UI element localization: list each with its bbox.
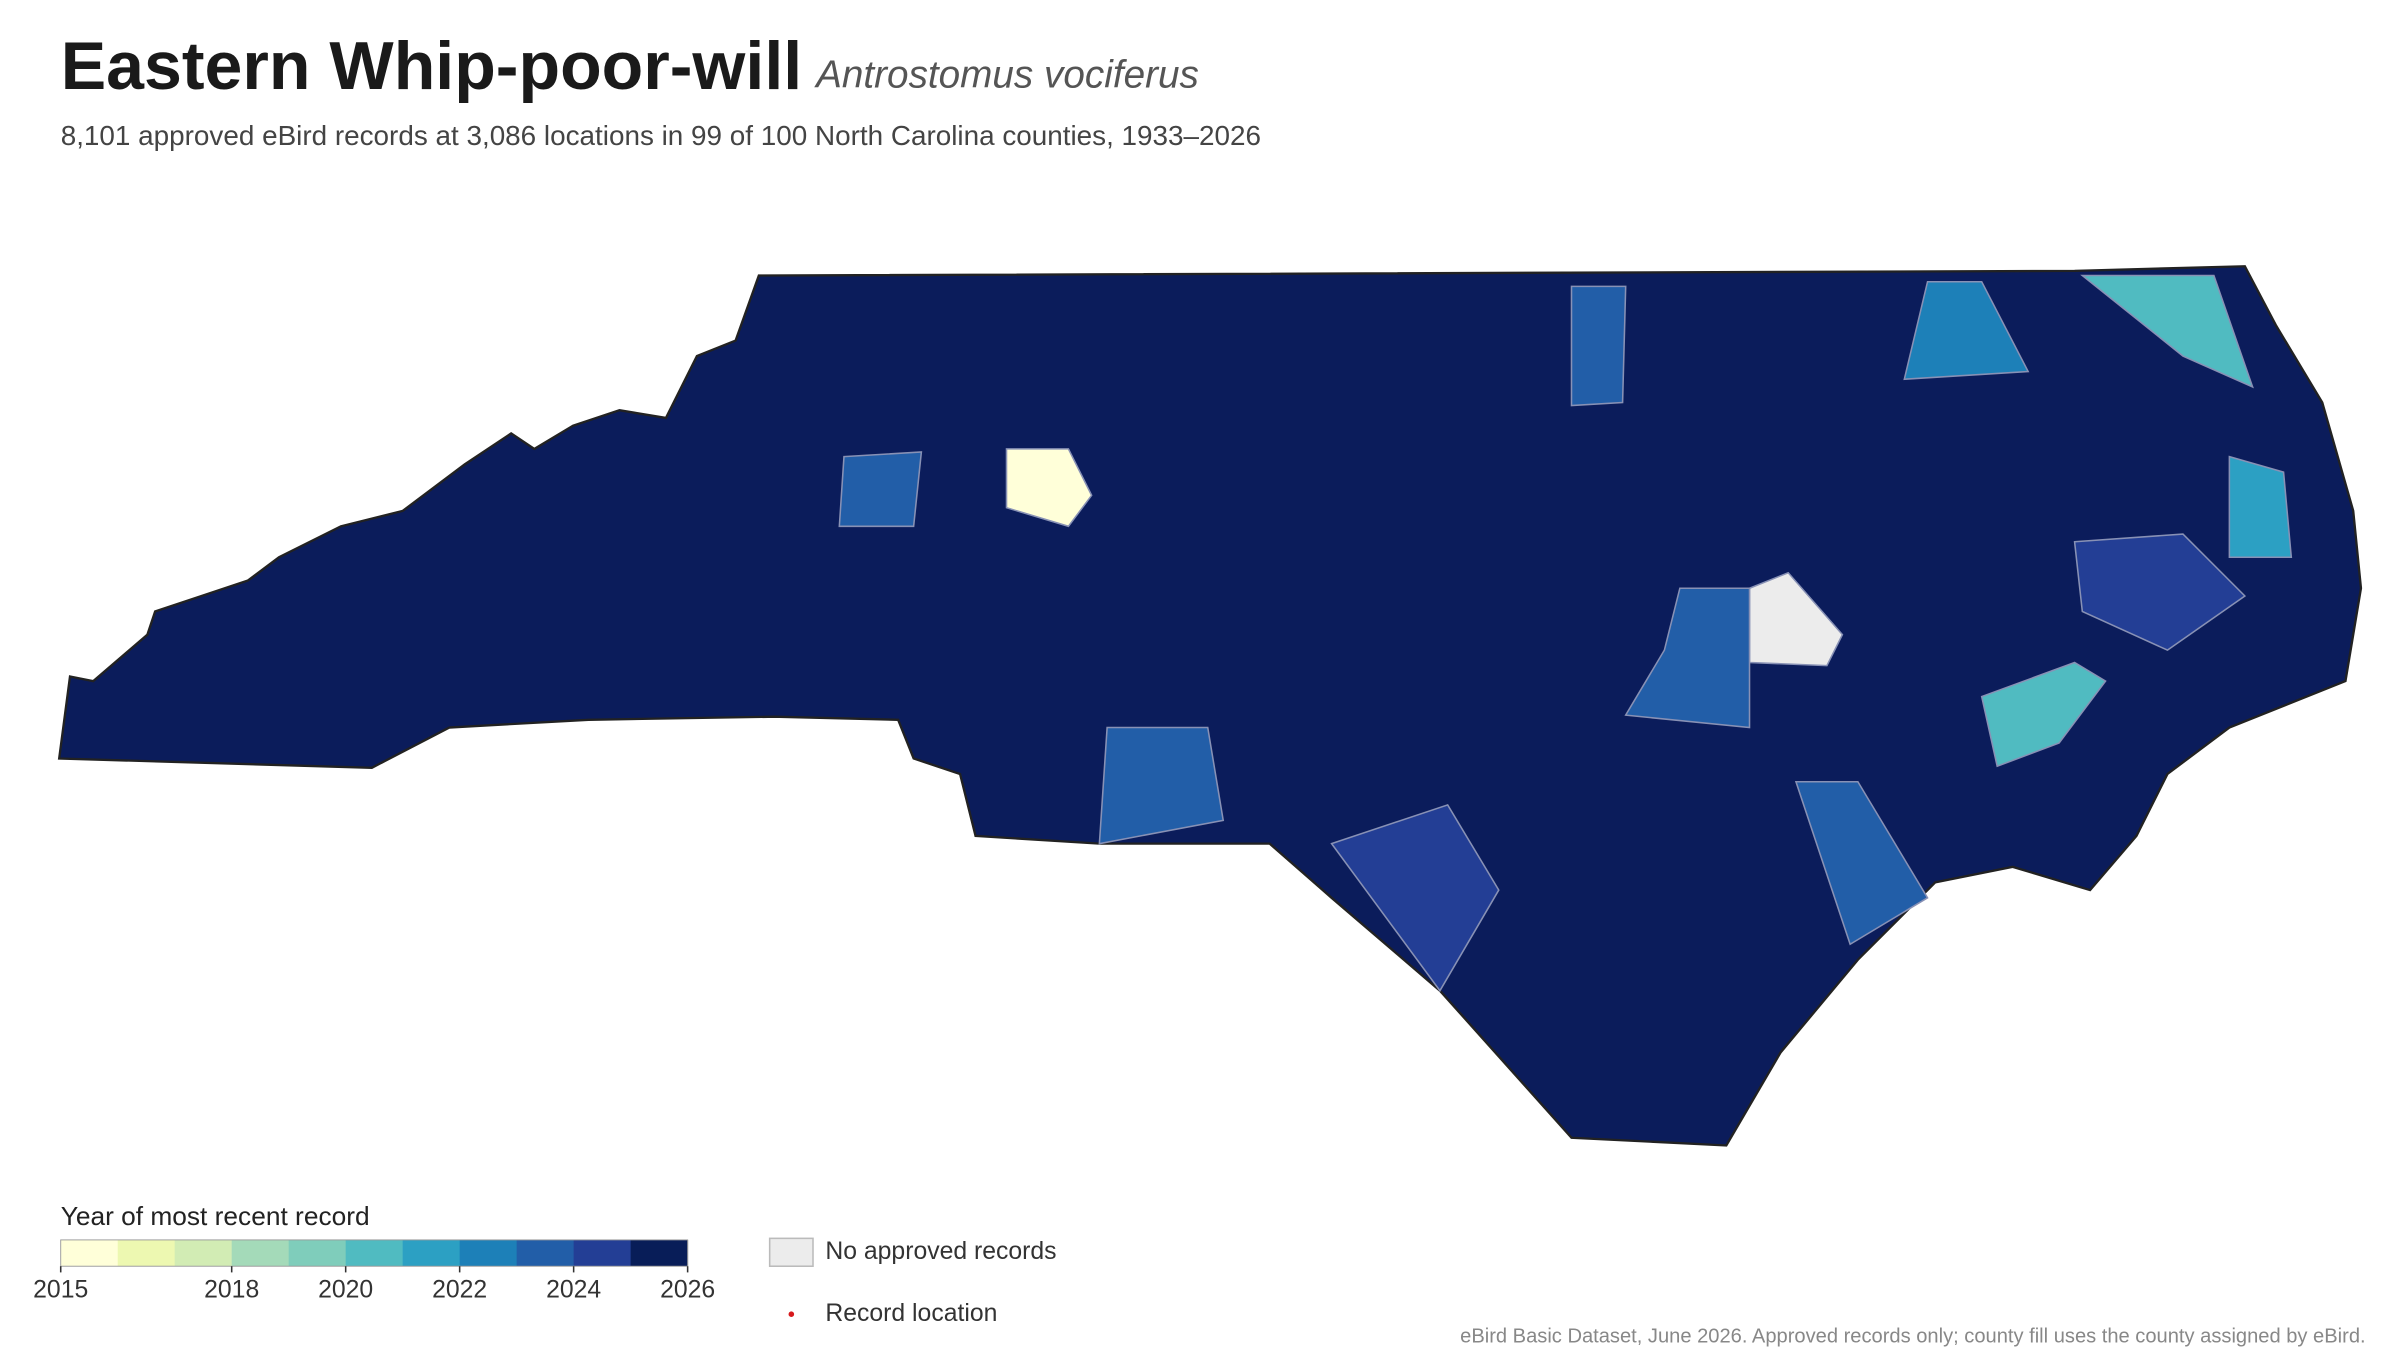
state-map (57, 265, 2363, 1147)
colorbar-bin (231, 1239, 290, 1267)
colorbar-bin (402, 1239, 461, 1267)
county (1570, 285, 1627, 407)
colorbar-bin (345, 1239, 404, 1267)
colorbar-tick-label: 2026 (660, 1277, 715, 1304)
no-records-swatch (768, 1237, 814, 1267)
colorbar-tick-label: 2018 (204, 1277, 259, 1304)
colorbar-bin (288, 1239, 347, 1267)
colorbar-bin (516, 1239, 575, 1267)
county (1624, 587, 1751, 729)
colorbar-bin (573, 1239, 632, 1267)
colorbar-bin (459, 1239, 518, 1267)
colorbar-bin (60, 1239, 119, 1267)
no-records-label: No approved records (825, 1238, 1056, 1265)
colorbar-tick-label: 2022 (432, 1277, 487, 1304)
subtitle: 8,101 approved eBird records at 3,086 lo… (61, 120, 1261, 151)
footnote: eBird Basic Dataset, June 2026. Approved… (1460, 1326, 2365, 1348)
state-outline (57, 265, 2363, 1147)
colorbar-tick-label: 2020 (318, 1277, 373, 1304)
county (2073, 533, 2247, 652)
colorbar-bin (630, 1239, 689, 1267)
colorbar-frame (60, 1239, 689, 1267)
county (1005, 448, 1093, 528)
county (1980, 661, 2107, 768)
county (1098, 726, 1225, 845)
colorbar-bin (174, 1239, 233, 1267)
record-location-swatch (788, 1311, 795, 1317)
title: Eastern Whip-poor-will (61, 28, 802, 104)
county (1330, 804, 1500, 993)
legend-title: Year of most recent record (61, 1201, 370, 1231)
record-location-label: Record location (825, 1300, 997, 1327)
county (2080, 274, 2254, 389)
colorbar-bin (117, 1239, 176, 1267)
county (2228, 455, 2293, 559)
colorbar-tick-label: 2015 (33, 1277, 88, 1304)
colorbar: 2015 2018 2020 2022 2024 2026 (33, 1239, 715, 1304)
colorbar-tick-label: 2024 (546, 1277, 601, 1304)
county (1903, 280, 2030, 381)
county (838, 451, 923, 528)
scientific-name: Antrostomus vociferus (814, 54, 1199, 97)
county (1794, 780, 1929, 946)
